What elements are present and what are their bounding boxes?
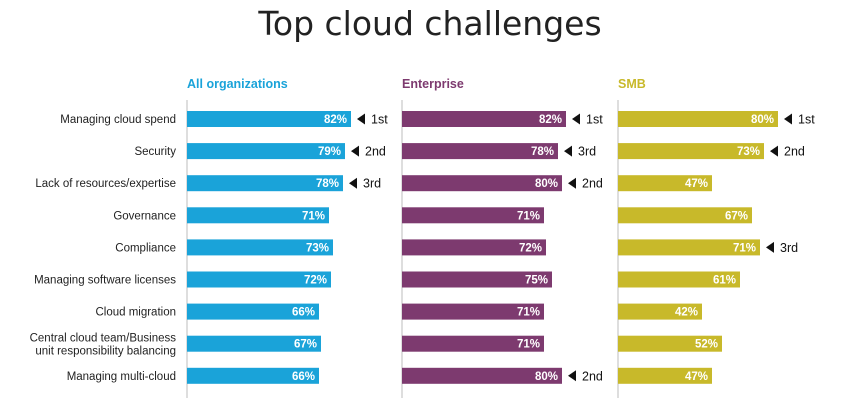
- category-label: Security: [134, 146, 176, 158]
- rank-arrow-icon: [784, 113, 792, 125]
- bar: [402, 239, 546, 256]
- bar: [187, 335, 321, 352]
- bar: [618, 335, 722, 352]
- bar-value-label: 73%: [737, 146, 760, 158]
- bar-value-label: 72%: [304, 275, 327, 287]
- bar: [618, 303, 702, 320]
- bar-value-label: 71%: [302, 210, 325, 222]
- category-label: Managing multi-cloud: [67, 371, 176, 383]
- bar: [402, 143, 558, 160]
- rank-arrow-icon: [568, 177, 576, 189]
- bar: [187, 143, 345, 160]
- bar: [187, 175, 343, 192]
- rank-arrow-icon: [357, 113, 365, 125]
- bar: [618, 271, 740, 288]
- rank-arrow-icon: [766, 241, 774, 253]
- bar-value-label: 47%: [685, 371, 708, 383]
- rank-arrow-icon: [568, 370, 576, 382]
- bar-value-label: 71%: [517, 339, 540, 351]
- rank-label: 2nd: [582, 369, 603, 383]
- category-label-line: Central cloud team/Business: [30, 333, 177, 345]
- bar-value-label: 71%: [517, 210, 540, 222]
- bar: [402, 111, 566, 127]
- category-label: Managing software licenses: [34, 275, 176, 287]
- category-label: Governance: [113, 210, 176, 222]
- rank-arrow-icon: [770, 145, 778, 157]
- bar-value-label: 80%: [535, 371, 558, 383]
- bar-value-label: 82%: [539, 114, 562, 126]
- bar: [187, 367, 319, 384]
- chart-title: Top cloud challenges: [258, 4, 602, 43]
- rank-label: 2nd: [582, 177, 603, 191]
- rank-arrow-icon: [564, 145, 572, 157]
- rank-label: 3rd: [780, 241, 798, 255]
- bar: [618, 111, 778, 127]
- rank-arrow-icon: [572, 113, 580, 125]
- bar-value-label: 42%: [675, 307, 698, 319]
- bar-value-label: 75%: [525, 275, 548, 287]
- bar-value-label: 52%: [695, 339, 718, 351]
- bar-value-label: 47%: [685, 178, 708, 190]
- rank-label: 3rd: [578, 145, 596, 159]
- bar: [618, 239, 760, 256]
- bar-value-label: 66%: [292, 307, 315, 319]
- bar-value-label: 73%: [306, 242, 329, 254]
- category-label: Compliance: [115, 242, 176, 254]
- bar: [402, 367, 562, 384]
- category-label: Central cloud team/Business unit responsi…: [30, 333, 177, 358]
- bar: [402, 207, 544, 224]
- bar-value-label: 72%: [519, 242, 542, 254]
- bar-value-label: 78%: [316, 178, 339, 190]
- bar-value-label: 82%: [324, 114, 347, 126]
- series-header: Enterprise: [402, 77, 464, 91]
- bar: [187, 239, 333, 256]
- bar: [618, 207, 752, 224]
- bar: [187, 111, 351, 127]
- bar: [187, 207, 329, 224]
- bar: [618, 143, 764, 160]
- bar-value-label: 61%: [713, 275, 736, 287]
- rank-label: 1st: [371, 113, 388, 127]
- bar: [187, 303, 319, 320]
- bar: [402, 335, 544, 352]
- rank-label: 2nd: [784, 145, 805, 159]
- bar: [402, 175, 562, 192]
- series-header: SMB: [618, 77, 646, 91]
- rank-arrow-icon: [351, 145, 359, 157]
- bar-value-label: 80%: [751, 114, 774, 126]
- bar-value-label: 67%: [294, 339, 317, 351]
- category-label: Managing cloud spend: [60, 114, 176, 126]
- bar-value-label: 79%: [318, 146, 341, 158]
- bar: [402, 303, 544, 320]
- series-header: All organizations: [187, 77, 288, 91]
- bar-value-label: 78%: [531, 146, 554, 158]
- rank-label: 1st: [798, 113, 815, 127]
- bar: [187, 271, 331, 288]
- rank-label: 1st: [586, 113, 603, 127]
- bar-value-label: 80%: [535, 178, 558, 190]
- bar-value-label: 71%: [517, 307, 540, 319]
- rank-label: 3rd: [363, 177, 381, 191]
- category-label: Lack of resources/expertise: [35, 178, 176, 190]
- rank-arrow-icon: [349, 177, 357, 189]
- bar: [402, 271, 552, 288]
- rank-label: 2nd: [365, 145, 386, 159]
- bar-value-label: 71%: [733, 242, 756, 254]
- bar: [618, 175, 712, 192]
- bar-value-label: 66%: [292, 371, 315, 383]
- category-label: Cloud migration: [95, 307, 176, 319]
- category-label-line: unit responsibility balancing: [35, 346, 176, 358]
- bar-value-label: 67%: [725, 210, 748, 222]
- bar: [618, 367, 712, 384]
